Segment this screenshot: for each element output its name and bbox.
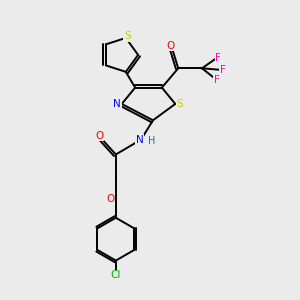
Text: S: S	[124, 32, 130, 41]
Text: H: H	[148, 136, 155, 146]
Text: F: F	[215, 53, 221, 63]
Text: N: N	[136, 135, 143, 145]
Text: N: N	[113, 99, 121, 109]
Text: O: O	[167, 41, 175, 51]
Text: O: O	[95, 131, 104, 141]
Text: F: F	[214, 75, 220, 85]
Text: Cl: Cl	[111, 270, 121, 280]
Text: S: S	[176, 99, 183, 109]
Text: O: O	[106, 194, 115, 204]
Text: F: F	[220, 65, 226, 75]
